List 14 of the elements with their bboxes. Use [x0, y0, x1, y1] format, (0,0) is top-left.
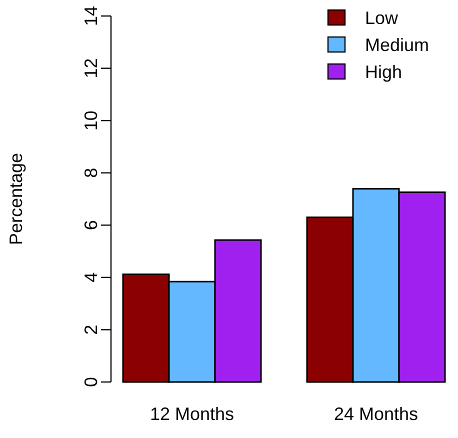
y-tick-label: 8: [81, 168, 101, 178]
y-tick-label: 0: [81, 376, 101, 388]
y-tick-label: 10: [81, 110, 101, 131]
y-tick-label: 2: [81, 324, 101, 335]
legend-label: Medium: [365, 35, 430, 55]
y-tick-label: 12: [81, 58, 101, 78]
x-tick-label: 24 Months: [334, 404, 418, 424]
y-tick-label: 4: [81, 272, 101, 282]
legend-label: High: [365, 62, 402, 82]
legend-label: Low: [365, 8, 400, 28]
y-axis-title: Percentage: [6, 152, 26, 246]
y-tick-label: 6: [81, 220, 101, 230]
x-tick-label: 12 Months: [150, 404, 234, 424]
y-tick-label: 14: [81, 6, 101, 26]
